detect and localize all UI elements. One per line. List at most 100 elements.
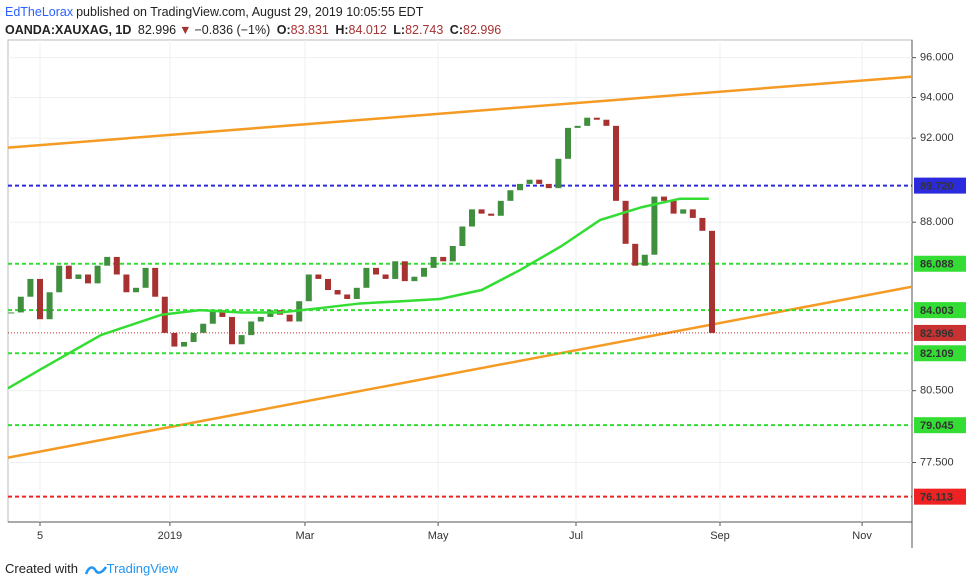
candle [248,321,255,336]
x-tick-label: 5 [37,530,43,542]
candle [382,274,389,279]
candle [286,314,293,322]
candle [85,274,91,284]
y-tick-label: 92.000 [920,132,954,144]
candle [497,200,504,216]
candle [421,267,427,277]
logo [84,565,107,575]
candle [593,117,600,120]
candle [219,310,226,317]
candle [334,290,341,295]
candle [401,261,408,282]
candle [661,196,667,201]
low: 82.743 [405,23,444,37]
candle [190,332,197,342]
x-tick-label: Mar [295,530,314,542]
y-tick-label: 88.000 [920,216,954,228]
candle [123,274,130,293]
moving-average [7,197,709,390]
candle [709,230,715,333]
candle [181,341,187,347]
created: Created with [5,561,78,576]
candle [565,127,571,159]
close-label: C: [449,23,463,37]
candle [315,274,322,279]
x-tick-label: Nov [852,530,872,542]
candle [488,213,495,216]
candle [603,119,610,126]
candle [632,243,639,266]
candle [699,217,706,231]
candle [459,226,466,246]
level-label: 79.045 [920,420,954,432]
chart: 96.000 94.000 92.000 88.000 80.500 77.500 5 201… [7,39,966,548]
candle [238,335,245,345]
x-tick-label: Jul [569,530,583,542]
x-tick-label: 2019 [158,530,182,542]
price-box [914,324,966,341]
candle [440,256,447,262]
candle [353,287,360,299]
candle [392,261,399,279]
candle [651,196,658,255]
candle [536,179,543,184]
candle [152,267,159,297]
level-box [914,255,966,272]
candle [344,294,351,299]
candle [229,316,235,345]
candle [37,278,43,320]
trend-line [7,75,913,149]
arrow: ▼ [179,23,192,37]
candle [526,179,533,184]
candle [94,265,101,284]
candle [200,323,207,333]
level-box [914,302,966,319]
candle [325,278,331,291]
x-tick-label: Sep [710,530,730,542]
open-label: O: [276,23,291,37]
candle [363,267,370,288]
change: −0.836 (−1%) [194,23,271,37]
close: 82.996 [463,23,502,37]
brand[interactable]: TradingView [106,561,179,576]
level-label: 84.003 [920,305,954,317]
y-tick-label: 77.500 [920,456,954,468]
candle [545,183,552,189]
legend: OANDA:XAUXAG, 1D 82.996 ▼ −0.836 (−1%) O:8… [5,23,504,37]
last: 82.996 [137,23,177,37]
footer: Created with TradingView [5,561,181,576]
published: published on TradingView.com, August 29,… [76,5,424,19]
candle [622,200,629,244]
candle [305,274,312,302]
level-box [914,345,966,362]
candle [373,267,379,275]
candle [56,265,63,293]
level-label: 82.109 [920,348,954,360]
candle [613,125,619,201]
candle [469,209,475,227]
level-box [914,488,966,505]
symbol: OANDA:XAUXAG, 1D [5,23,132,37]
candle [689,209,696,218]
level-box [914,177,966,194]
candle [113,256,120,275]
candle [555,158,562,189]
candle [574,125,581,128]
candle [8,312,15,314]
author[interactable]: EdTheLorax [5,5,74,19]
candle [680,209,687,214]
candle [449,245,456,262]
y-tick-label: 94.000 [920,91,954,103]
y-tick-label: 96.000 [920,52,954,64]
candle [507,190,514,201]
candle [17,296,24,313]
level-label: 89.720 [920,181,954,193]
high-label: H: [335,23,349,37]
high: 84.012 [348,23,387,37]
candle [517,183,523,191]
candle [670,200,677,214]
header: EdTheLorax published on TradingView.com, … [5,5,426,19]
y-tick-label: 80.500 [920,385,954,397]
candle [65,265,72,279]
open: 83.831 [290,23,329,37]
